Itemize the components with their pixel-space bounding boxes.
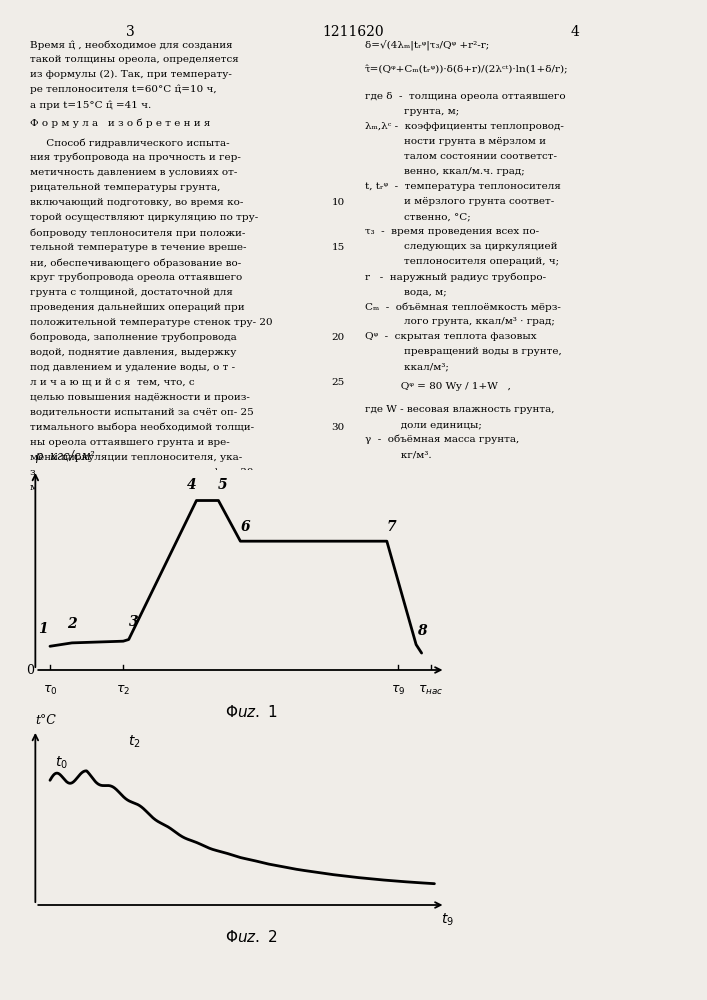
- Text: водой, поднятие давления, выдержку: водой, поднятие давления, выдержку: [30, 348, 236, 357]
- Text: вода, м;: вода, м;: [365, 287, 447, 296]
- Text: грунта с толщиной, достаточной для: грунта с толщиной, достаточной для: [30, 288, 233, 297]
- Text: Ф о р м у л а   и з о б р е т е н и я: Ф о р м у л а и з о б р е т е н и я: [30, 118, 211, 127]
- Text: ре теплоносителя t=60°С ц̂=10 ч,: ре теплоносителя t=60°С ц̂=10 ч,: [30, 85, 216, 95]
- Text: Cₘ  -  объёмная теплоёмкость мёрз-: Cₘ - объёмная теплоёмкость мёрз-: [365, 302, 561, 312]
- Text: талом состоянии соответст-: талом состоянии соответст-: [365, 152, 557, 161]
- Text: ности грунта в мёрзлом и: ности грунта в мёрзлом и: [365, 137, 546, 146]
- Text: ккал/м³;: ккал/м³;: [365, 362, 449, 371]
- Text: Способ гидравлического испыта-: Способ гидравлического испыта-: [30, 138, 230, 147]
- Text: $\Phi u z.\ 1$: $\Phi u z.\ 1$: [225, 704, 278, 720]
- Text: τ₃  -  время проведения всех по-: τ₃ - время проведения всех по-: [365, 227, 539, 236]
- Text: водительности испытаний за счёт оп- 25: водительности испытаний за счёт оп- 25: [30, 408, 254, 417]
- Text: лого грунта, ккал/м³ · град;: лого грунта, ккал/м³ · град;: [365, 317, 555, 326]
- Text: доли единицы;: доли единицы;: [365, 420, 482, 429]
- Text: торой осуществляют циркуляцию по тру-: торой осуществляют циркуляцию по тру-: [30, 213, 258, 222]
- Text: где δ  -  толщина ореола оттаявшего: где δ - толщина ореола оттаявшего: [365, 92, 566, 101]
- Text: 20: 20: [332, 333, 345, 342]
- Text: Время ц̂ , необходимое для создания: Время ц̂ , необходимое для создания: [30, 40, 233, 49]
- Text: целью повышения надёжности и произ-: целью повышения надёжности и произ-: [30, 393, 250, 402]
- Text: $\Phi u z.\ 2$: $\Phi u z.\ 2$: [225, 929, 278, 945]
- Text: 0: 0: [26, 664, 34, 676]
- Text: γ  -  объёмная масса грунта,: γ - объёмная масса грунта,: [365, 435, 519, 444]
- Text: мени циркуляции теплоносителя, ука-: мени циркуляции теплоносителя, ука-: [30, 453, 243, 462]
- Text: $\tau_2$: $\tau_2$: [116, 684, 130, 697]
- Text: такой толщины ореола, определяется: такой толщины ореола, определяется: [30, 55, 239, 64]
- Text: превращений воды в грунте,: превращений воды в грунте,: [365, 347, 562, 356]
- Text: $\tau_{нас}$: $\tau_{нас}$: [418, 684, 443, 697]
- Text: t°C: t°C: [35, 714, 57, 727]
- Text: включающий подготовку, во время ко-: включающий подготовку, во время ко-: [30, 198, 243, 207]
- Text: ны ореола оттаявшего грунта и вре-: ны ореола оттаявшего грунта и вре-: [30, 438, 230, 447]
- Text: ственно, °С;: ственно, °С;: [365, 212, 471, 221]
- Text: грунта, м;: грунта, м;: [365, 107, 460, 116]
- Text: тельной температуре в течение вреше-: тельной температуре в течение вреше-: [30, 243, 247, 252]
- Text: 25: 25: [332, 378, 345, 387]
- Text: 8: 8: [417, 624, 426, 638]
- Text: под давлением и удаление воды, о т -: под давлением и удаление воды, о т -: [30, 363, 235, 372]
- Text: а при t=15°С ц̂ =41 ч.: а при t=15°С ц̂ =41 ч.: [30, 100, 151, 109]
- Text: бопроводу теплоносителя при положи-: бопроводу теплоносителя при положи-: [30, 228, 245, 237]
- Text: δ=√(4λₘ|tᵣᵠ|τ₃/Qᵠ +r²-r;: δ=√(4λₘ|tᵣᵠ|τ₃/Qᵠ +r²-r;: [365, 40, 489, 50]
- Text: венно, ккал/м.ч. град;: венно, ккал/м.ч. град;: [365, 167, 525, 176]
- Text: бопровода, заполнение трубопровода: бопровода, заполнение трубопровода: [30, 333, 237, 342]
- Text: круг трубопровода ореола оттаявшего: круг трубопровода ореола оттаявшего: [30, 273, 243, 282]
- Text: $t_0$: $t_0$: [54, 754, 67, 771]
- Text: метичность давлением в условиях от-: метичность давлением в условиях от-: [30, 168, 238, 177]
- Text: $\tau_0$: $\tau_0$: [42, 684, 57, 697]
- Text: 10: 10: [332, 198, 345, 207]
- Text: где W - весовая влажность грунта,: где W - весовая влажность грунта,: [365, 405, 554, 414]
- Text: мулам: мулам: [30, 483, 65, 492]
- Text: ния трубопровода на прочность и гер-: ния трубопровода на прочность и гер-: [30, 153, 241, 162]
- Text: положительной температуре стенок тру- 20: положительной температуре стенок тру- 20: [30, 318, 273, 327]
- Text: занные величины вычисляют по фор- 30: занные величины вычисляют по фор- 30: [30, 468, 254, 477]
- Text: кг/м³.: кг/м³.: [365, 450, 432, 459]
- Text: тимального выбора необходимой толщи-: тимального выбора необходимой толщи-: [30, 423, 254, 432]
- Text: 7: 7: [387, 520, 396, 534]
- Text: теплоносителя операций, ч;: теплоносителя операций, ч;: [365, 257, 559, 266]
- Text: 4: 4: [187, 478, 197, 492]
- Text: τ̂=(Qᵠ+Cₘ(tᵣᵠ))·δ(δ+r)/(2λᶜᵗ)·ln(1+δ/r);: τ̂=(Qᵠ+Cₘ(tᵣᵠ))·δ(δ+r)/(2λᶜᵗ)·ln(1+δ/r);: [365, 65, 568, 74]
- Text: 5: 5: [218, 478, 228, 492]
- Text: 3: 3: [126, 25, 134, 39]
- Text: Qᵠ  -  скрытая теплота фазовых: Qᵠ - скрытая теплота фазовых: [365, 332, 537, 341]
- Text: и мёрзлого грунта соответ-: и мёрзлого грунта соответ-: [365, 197, 554, 206]
- Text: л и ч а ю щ и й с я  тем, что, с: л и ч а ю щ и й с я тем, что, с: [30, 378, 194, 387]
- Text: 3: 3: [129, 615, 139, 629]
- Text: следующих за циркуляцией: следующих за циркуляцией: [365, 242, 558, 251]
- Text: 2: 2: [67, 617, 77, 631]
- Text: проведения дальнейших операций при: проведения дальнейших операций при: [30, 303, 245, 312]
- Text: ни, обеспечивающего образование во-: ни, обеспечивающего образование во-: [30, 258, 241, 267]
- Text: 30: 30: [332, 423, 345, 432]
- Text: 1211620: 1211620: [322, 25, 384, 39]
- Text: $t_9$: $t_9$: [440, 912, 454, 928]
- Text: $\tau_9$: $\tau_9$: [390, 684, 405, 697]
- Text: t, tᵣᵠ  -  температура теплоносителя: t, tᵣᵠ - температура теплоносителя: [365, 182, 561, 191]
- Text: 4: 4: [571, 25, 580, 39]
- Text: Qᵠ = 80 Wy / 1+W   ,: Qᵠ = 80 Wy / 1+W ,: [365, 382, 511, 391]
- Text: r   -  наружный радиус трубопро-: r - наружный радиус трубопро-: [365, 272, 546, 282]
- Text: $t_2$: $t_2$: [128, 734, 141, 750]
- Text: λₘ,λᶜ -  коэффициенты теплопровод-: λₘ,λᶜ - коэффициенты теплопровод-: [365, 122, 564, 131]
- Text: 15: 15: [332, 243, 345, 252]
- Text: рицательной температуры грунта,: рицательной температуры грунта,: [30, 183, 221, 192]
- Text: 1: 1: [39, 622, 48, 636]
- Text: 6: 6: [241, 520, 251, 534]
- Text: из формулы (2). Так, при температу-: из формулы (2). Так, при температу-: [30, 70, 232, 79]
- Text: $p$  кгс/см²: $p$ кгс/см²: [35, 448, 96, 465]
